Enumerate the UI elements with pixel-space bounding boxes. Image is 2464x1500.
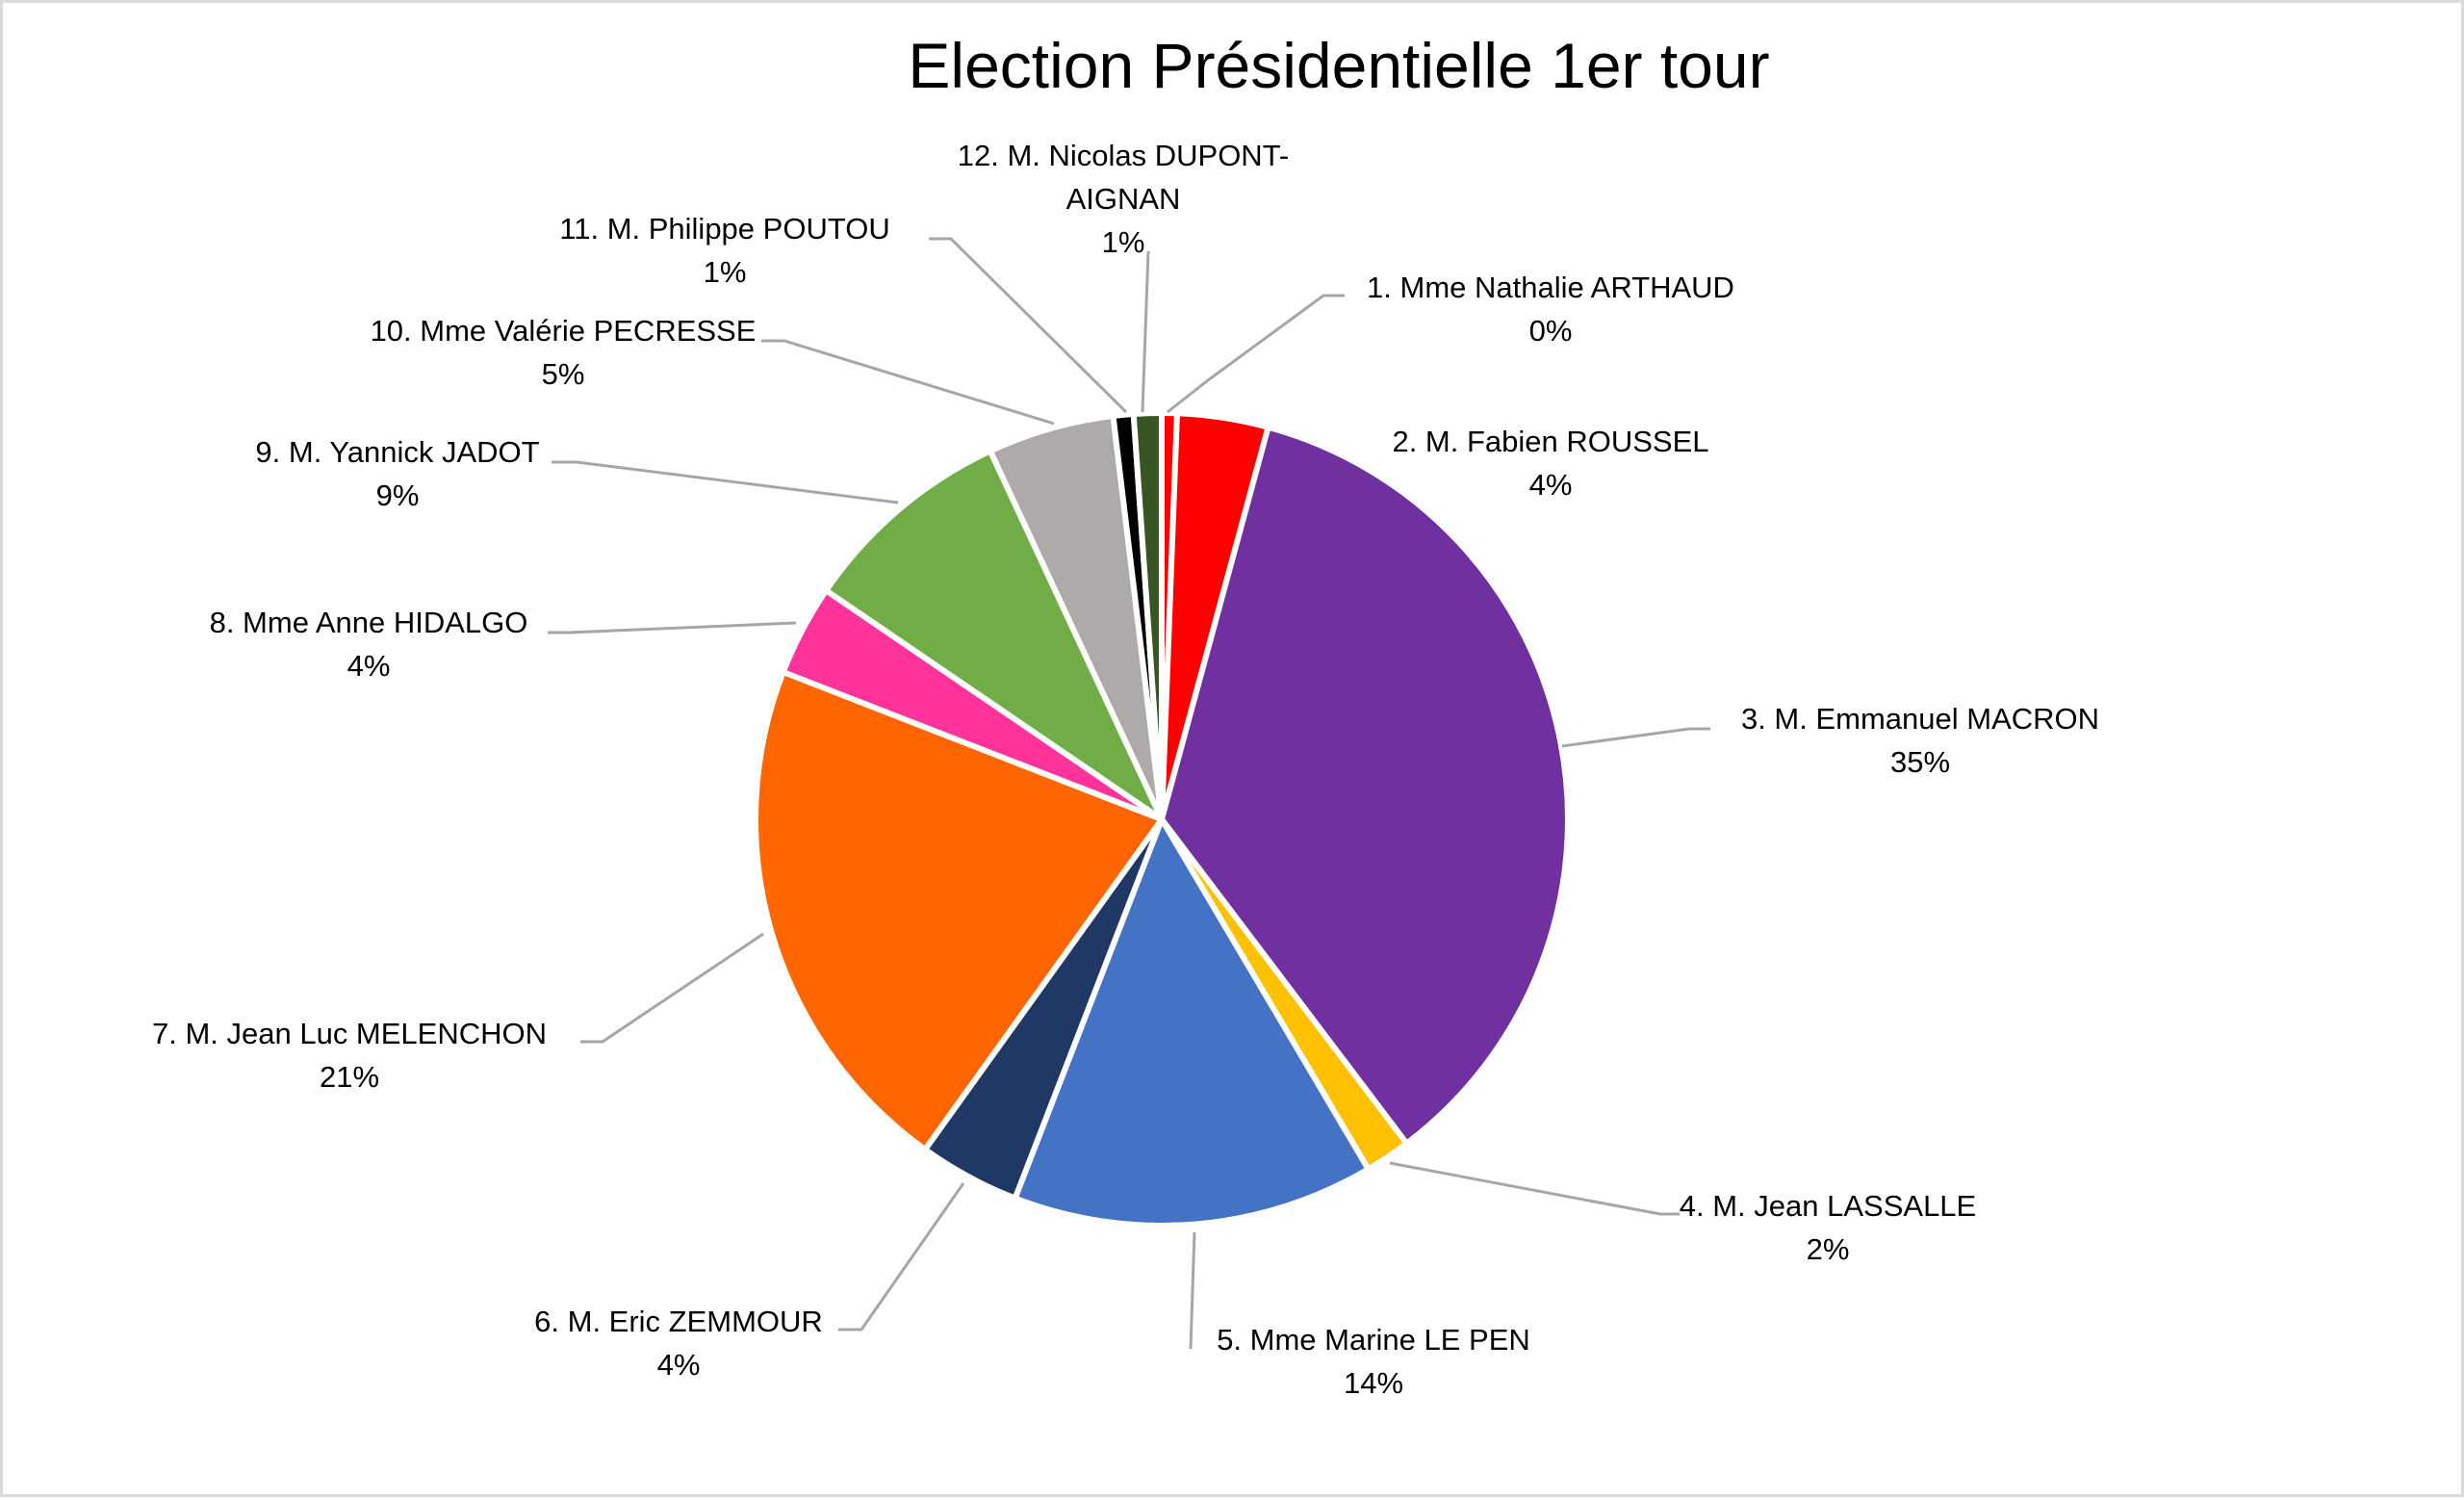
chart-title: Election Présidentielle 1er tour [908, 30, 1769, 101]
slice-label: 9. M. Yannick JADOT 9% [255, 435, 539, 512]
slice-label: 1. Mme Nathalie ARTHAUD 0% [1367, 271, 1734, 348]
slice-percent: 4% [347, 649, 391, 683]
slice-name: 12. M. Nicolas DUPONT- [958, 139, 1290, 172]
slice-name: 1. Mme Nathalie ARTHAUD [1367, 271, 1734, 304]
slice-percent: 2% [1807, 1232, 1850, 1266]
leader-line [548, 621, 797, 634]
leader-line [1389, 1161, 1680, 1216]
slice-label: 4. M. Jean LASSALLE 2% [1680, 1189, 1976, 1266]
slice-percent: 4% [657, 1348, 701, 1382]
leader-lines [548, 237, 1710, 1350]
slice-name: 5. Mme Marine LE PEN [1217, 1323, 1530, 1357]
pie-slice [753, 669, 1165, 1152]
leader-line [552, 460, 899, 504]
slice-percent: 21% [320, 1060, 379, 1094]
leader-line [1141, 250, 1150, 413]
slice-label: 7. M. Jean Luc MELENCHON 21% [152, 1017, 547, 1094]
slice-percent: 1% [1102, 225, 1145, 259]
leader-line [580, 932, 764, 1044]
slice-label: 3. M. Emmanuel MACRON 35% [1741, 702, 2099, 779]
slice-percent: 4% [1529, 468, 1573, 502]
pie-slices [753, 409, 1571, 1228]
slice-label: 11. M. Philippe POUTOU 1% [559, 212, 889, 289]
leader-line [1189, 1231, 1196, 1350]
pie-slice [1159, 424, 1571, 1147]
slice-name: 6. M. Eric ZEMMOUR [534, 1305, 823, 1338]
pie-chart: Election Présidentielle 1er tour 1. Mme … [152, 30, 2099, 1400]
slice-percent: 0% [1529, 314, 1573, 348]
slice-percent: 5% [542, 357, 585, 391]
slice-percent: 9% [376, 478, 420, 512]
leader-line [929, 237, 1128, 414]
slice-name: 3. M. Emmanuel MACRON [1741, 702, 2099, 736]
slice-label: 12. M. Nicolas DUPONT- AIGNAN 1% [958, 139, 1290, 259]
slice-name: 10. Mme Valérie PECRESSE [371, 314, 757, 348]
slice-percent: 1% [704, 255, 747, 289]
slice-name: 9. M. Yannick JADOT [255, 435, 539, 469]
slice-labels: 1. Mme Nathalie ARTHAUD 0% 2. M. Fabien RO… [152, 139, 2099, 1400]
pie-slice [1012, 816, 1372, 1228]
slice-name: 2. M. Fabien ROUSSEL [1392, 425, 1708, 458]
slice-name: 4. M. Jean LASSALLE [1680, 1189, 1976, 1223]
pie-slice [823, 448, 1165, 822]
leader-line [838, 1182, 965, 1332]
leader-line [1561, 727, 1710, 748]
leader-line [761, 339, 1055, 426]
slice-name: 11. M. Philippe POUTOU [559, 212, 889, 246]
slice-name: 8. Mme Anne HIDALGO [210, 606, 528, 639]
slice-label: 10. Mme Valérie PECRESSE 5% [371, 314, 757, 391]
slice-percent: 14% [1344, 1366, 1403, 1400]
slice-label: 6. M. Eric ZEMMOUR 4% [534, 1305, 823, 1382]
slice-label: 5. Mme Marine LE PEN 14% [1217, 1323, 1530, 1400]
leader-line [1167, 294, 1345, 414]
slice-name: AIGNAN [1066, 182, 1181, 216]
slice-label: 2. M. Fabien ROUSSEL 4% [1392, 425, 1708, 502]
pie-slice [1130, 410, 1165, 822]
slice-percent: 35% [1890, 745, 1950, 779]
slice-label: 8. Mme Anne HIDALGO 4% [210, 606, 528, 683]
slice-name: 7. M. Jean Luc MELENCHON [152, 1017, 547, 1050]
